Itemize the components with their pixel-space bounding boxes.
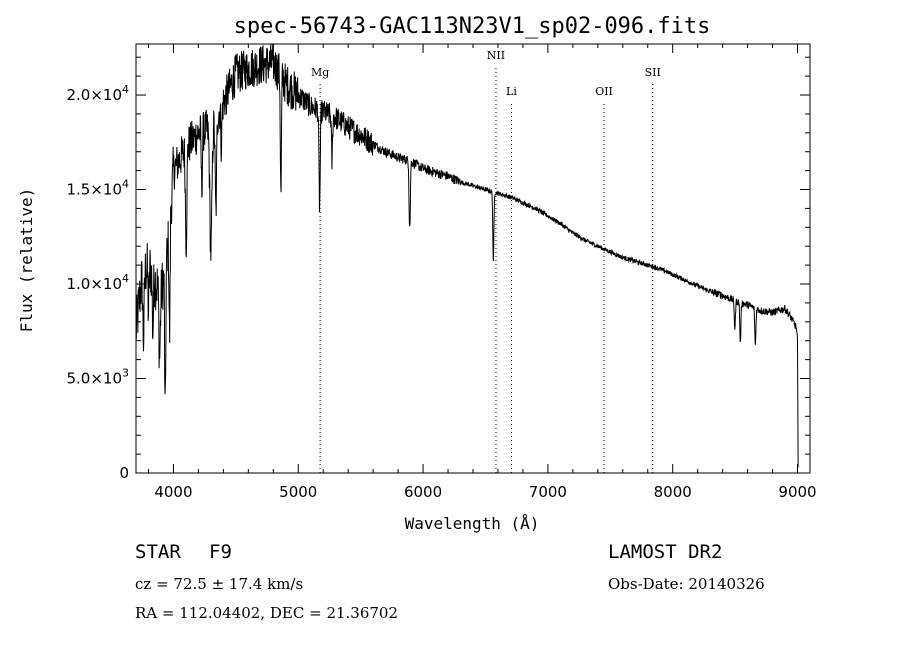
- x-tick-label: 6000: [404, 483, 442, 501]
- spectral-subclass: F9: [209, 541, 232, 563]
- x-tick-label: 5000: [279, 483, 317, 501]
- y-tick-label: 0: [119, 464, 129, 482]
- line-label-oii: OII: [595, 85, 613, 98]
- x-axis-label: Wavelength (Å): [405, 514, 540, 533]
- plot-frame: [135, 43, 811, 474]
- y-tick-label: 2.0×104: [66, 83, 129, 104]
- y-tick-label: 5.0×103: [66, 367, 129, 388]
- chart-title: spec-56743-GAC113N23V1_sp02-096.fits: [234, 14, 711, 39]
- y-axis-label: Flux (relative): [17, 188, 36, 333]
- x-tick-label: 9000: [778, 483, 816, 501]
- survey-label: LAMOST DR2: [608, 541, 723, 563]
- plot-area: Mg NII Li OII SII: [135, 43, 811, 474]
- obs-date: Obs-Date: 20140326: [608, 575, 765, 593]
- x-tick-label: 4000: [154, 483, 192, 501]
- y-tick-label: 1.5×104: [66, 178, 129, 199]
- x-tick-label: 8000: [654, 483, 692, 501]
- redshift-cz: cz = 72.5 ± 17.4 km/s: [135, 575, 304, 593]
- y-axis: 0 5.0×103 1.0×104 1.5×104 2.0×104: [66, 56, 810, 482]
- line-label-mg: Mg: [311, 66, 329, 79]
- line-label-nii: NII: [487, 49, 505, 62]
- line-label-sii: SII: [645, 66, 661, 79]
- object-class: STAR: [135, 541, 181, 563]
- y-tick-label: 1.0×104: [66, 272, 129, 293]
- x-axis: 4000 5000 6000 7000 8000 9000: [147, 44, 817, 501]
- flux-series-line: [136, 44, 799, 468]
- coordinates: RA = 112.04402, DEC = 21.36702: [135, 604, 399, 622]
- line-label-li: Li: [506, 85, 517, 98]
- x-tick-label: 7000: [529, 483, 567, 501]
